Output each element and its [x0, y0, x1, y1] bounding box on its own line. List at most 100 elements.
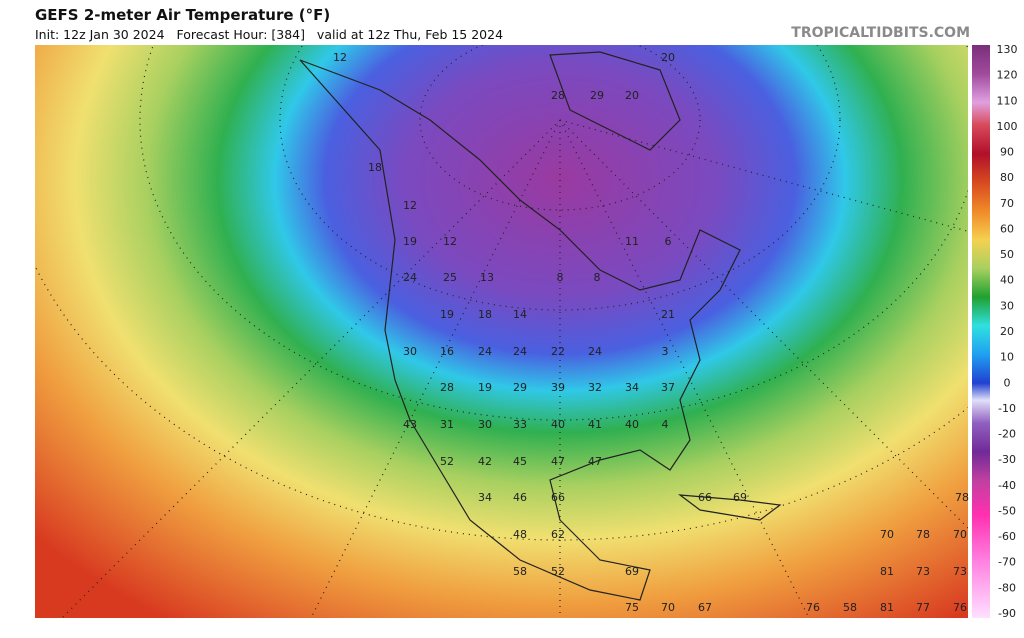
temperature-label: 19	[403, 235, 417, 248]
colorbar-label: 90	[1000, 146, 1014, 159]
colorbar	[972, 45, 990, 618]
temperature-label: 12	[333, 51, 347, 64]
temperature-label: 13	[480, 271, 494, 284]
temperature-label: 30	[403, 345, 417, 358]
coastlines	[299, 51, 782, 601]
temperature-label: 22	[551, 345, 565, 358]
title: GEFS 2-meter Air Temperature (°F)	[35, 6, 331, 24]
temperature-label: 18	[478, 308, 492, 321]
colorbar-label: 30	[1000, 299, 1014, 312]
temperature-label: 69	[733, 491, 747, 504]
temperature-label: 43	[403, 418, 417, 431]
temperature-label: 8	[557, 271, 564, 284]
temperature-label: 4	[662, 418, 669, 431]
temperature-label: 70	[953, 528, 967, 541]
temperature-label: 47	[588, 455, 602, 468]
temperature-label: 48	[513, 528, 527, 541]
temperature-label: 70	[661, 601, 675, 614]
brand: TROPICALTIDBITS.COM	[791, 25, 970, 41]
temperature-label: 41	[588, 418, 602, 431]
colorbar-label: -20	[998, 428, 1016, 441]
temperature-label: 12	[403, 199, 417, 212]
temperature-label: 73	[953, 565, 967, 578]
temperature-label: 40	[551, 418, 565, 431]
temperature-label: 76	[953, 601, 967, 614]
temperature-label: 24	[403, 271, 417, 284]
temperature-label: 40	[625, 418, 639, 431]
temperature-label: 11	[625, 235, 639, 248]
temperature-label: 46	[513, 491, 527, 504]
temperature-label: 14	[513, 308, 527, 321]
temperature-label: 32	[588, 381, 602, 394]
temperature-label: 8	[594, 271, 601, 284]
colorbar-label: -60	[998, 530, 1016, 543]
temperature-label: 45	[513, 455, 527, 468]
colorbar-label: 100	[997, 120, 1018, 133]
temperature-label: 34	[478, 491, 492, 504]
temperature-label: 70	[880, 528, 894, 541]
temperature-label: 58	[513, 565, 527, 578]
temperature-label: 66	[698, 491, 712, 504]
temperature-label: 69	[625, 565, 639, 578]
temperature-label: 24	[513, 345, 527, 358]
colorbar-label: 120	[997, 69, 1018, 82]
colorbar-label: 60	[1000, 222, 1014, 235]
colorbar-label: -40	[998, 479, 1016, 492]
temperature-label: 30	[478, 418, 492, 431]
temperature-label: 81	[880, 565, 894, 578]
colorbar-label: 110	[997, 94, 1018, 107]
temperature-label: 47	[551, 455, 565, 468]
temperature-label: 3	[662, 345, 669, 358]
temperature-label: 25	[443, 271, 457, 284]
temperature-label: 78	[955, 491, 969, 504]
temperature-label: 73	[916, 565, 930, 578]
colorbar-label: 20	[1000, 325, 1014, 338]
colorbar-label: 40	[1000, 274, 1014, 287]
temperature-label: 39	[551, 381, 565, 394]
colorbar-label: -50	[998, 504, 1016, 517]
temperature-label: 31	[440, 418, 454, 431]
temperature-label: 28	[440, 381, 454, 394]
colorbar-label: 130	[997, 43, 1018, 56]
temperature-label: 76	[806, 601, 820, 614]
colorbar-label: -90	[998, 607, 1016, 620]
colorbar-label: -70	[998, 556, 1016, 569]
temperature-label: 24	[478, 345, 492, 358]
temperature-label: 24	[588, 345, 602, 358]
temperature-label: 28	[551, 89, 565, 102]
colorbar-label: -80	[998, 581, 1016, 594]
temperature-label: 19	[440, 308, 454, 321]
colorbar-label: -10	[998, 402, 1016, 415]
temperature-label: 6	[665, 235, 672, 248]
temperature-label: 29	[590, 89, 604, 102]
init-line: Init: 12z Jan 30 2024 Forecast Hour: [38…	[35, 27, 504, 42]
colorbar-label: 10	[1000, 351, 1014, 364]
temperature-label: 58	[843, 601, 857, 614]
colorbar-label: 70	[1000, 197, 1014, 210]
temperature-label: 78	[916, 528, 930, 541]
temperature-label: 81	[880, 601, 894, 614]
temperature-label: 66	[551, 491, 565, 504]
temperature-label: 19	[478, 381, 492, 394]
temperature-label: 77	[916, 601, 930, 614]
temperature-label: 20	[661, 51, 675, 64]
temperature-label: 67	[698, 601, 712, 614]
temperature-label: 75	[625, 601, 639, 614]
colorbar-label: 0	[1004, 376, 1011, 389]
colorbar-label: 80	[1000, 171, 1014, 184]
temperature-label: 29	[513, 381, 527, 394]
temperature-label: 42	[478, 455, 492, 468]
temperature-label: 20	[625, 89, 639, 102]
temperature-label: 37	[661, 381, 675, 394]
colorbar-label: 50	[1000, 248, 1014, 261]
temperature-label: 12	[443, 235, 457, 248]
temperature-label: 21	[661, 308, 675, 321]
temperature-label: 18	[368, 161, 382, 174]
temperature-label: 16	[440, 345, 454, 358]
temperature-field	[35, 45, 968, 618]
temperature-label: 34	[625, 381, 639, 394]
temperature-label: 52	[551, 565, 565, 578]
